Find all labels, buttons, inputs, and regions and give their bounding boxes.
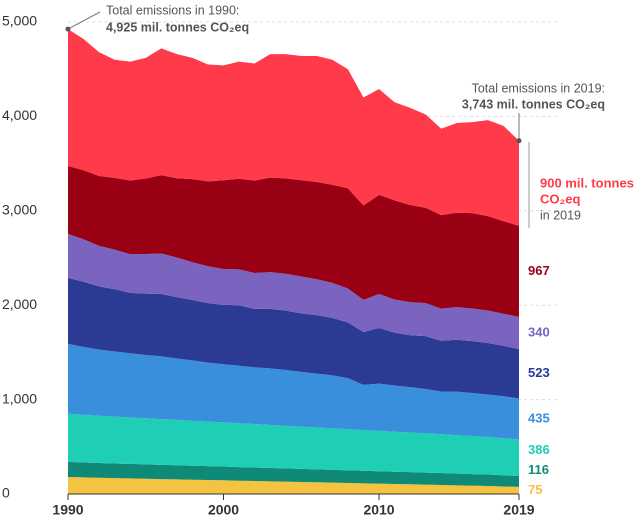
areas [68,29,519,494]
annotation: CO₂eq [540,191,581,206]
area [68,277,519,399]
annotation: 3,743 mil. tonnes CO₂eq [462,97,605,111]
value-label: 435 [528,410,550,425]
value-label: 116 [528,462,549,477]
annotation: 900 mil. tonnes [540,175,634,190]
area [68,413,519,476]
x-tick-label: 1990 [52,502,83,518]
y-tick-label: 2,000 [2,296,37,312]
x-tick-label: 2000 [208,502,239,518]
x-tick-label: 2010 [363,502,394,518]
area [68,165,519,317]
area [68,461,519,487]
area [68,233,519,350]
value-label: 340 [528,324,550,339]
y-tick-label: 3,000 [2,202,37,218]
annotation: 4,925 mil. tonnes CO₂eq [106,20,249,34]
x-tick-label: 2019 [503,502,534,518]
y-tick-label: 0 [2,485,10,501]
annotation: Total emissions in 2019: [472,81,605,95]
marker [65,26,71,32]
area [68,477,519,494]
value-label: 967 [528,263,550,278]
annotation: Total emissions in 1990: [106,3,239,17]
marker [516,138,522,144]
annotation: in 2019 [540,208,581,222]
value-label: 386 [528,442,550,457]
value-label: 523 [528,365,550,380]
value-label: 75 [528,482,542,497]
labels: 0 1,000 2,000 3,000 4,000 5,000 1990 2000 2010 20… [2,11,550,518]
y-tick-label: 1,000 [2,390,37,406]
y-tick-label: 4,000 [2,107,37,123]
area [68,343,519,440]
y-tick-label: 5,000 [2,13,37,29]
area [68,29,519,226]
leader [67,11,101,30]
